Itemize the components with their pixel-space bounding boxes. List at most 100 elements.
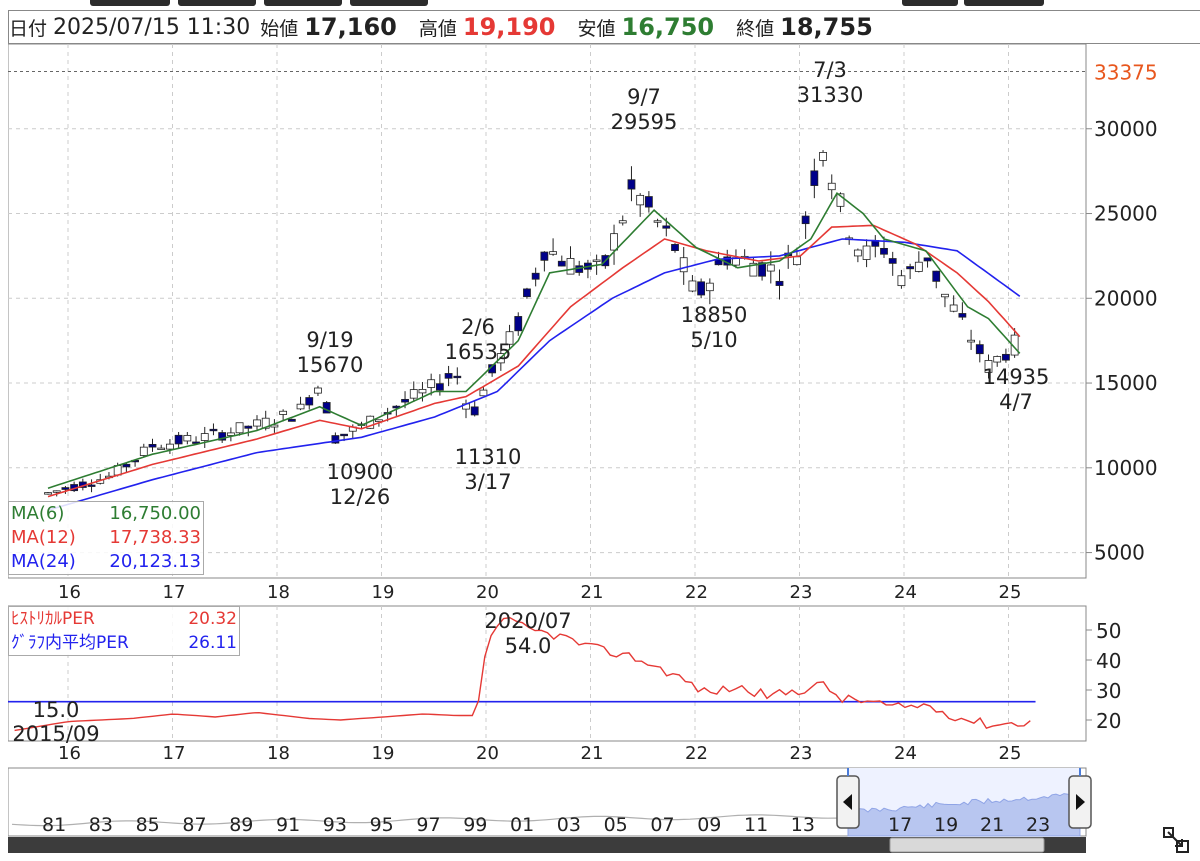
candle-body: [993, 356, 1002, 363]
navigator-year-label: 21: [980, 814, 1004, 836]
candle-body: [61, 487, 70, 490]
expand-icon[interactable]: [1162, 826, 1190, 854]
price-annotation-value: 18850: [681, 303, 748, 327]
price-x-tick-label: 19: [372, 582, 395, 603]
candle-body: [932, 270, 941, 282]
per-y-tick-label: 50: [1096, 619, 1121, 643]
candle-body: [618, 220, 627, 224]
ma6-legend-row: MA(6) 16,750.00: [11, 502, 201, 526]
price-annotation-date: 12/26: [330, 485, 391, 509]
price-annotation-date: 2/6: [461, 315, 495, 339]
navigator-year-label: 91: [276, 814, 300, 836]
candle-body: [540, 251, 549, 261]
tab-stub[interactable]: [178, 0, 256, 6]
candle-body: [836, 193, 845, 207]
candle-body: [853, 249, 862, 257]
navigator-left-handle[interactable]: [836, 768, 860, 829]
candle-body: [636, 194, 645, 206]
high-value: 19,190: [462, 13, 556, 41]
top-tab-strip: [0, 0, 1200, 10]
candle-body: [157, 447, 166, 450]
navigator-year-label: 95: [370, 814, 394, 836]
candle-body: [810, 170, 819, 186]
date-value: 2025/07/15 11:30: [53, 14, 251, 40]
price-annotation-value: 15670: [297, 353, 364, 377]
price-annotation-value: 11310: [455, 445, 522, 469]
navigator-year-label: 13: [791, 814, 815, 836]
ma12-legend-row: MA(12) 17,738.33: [11, 526, 201, 550]
candle-body: [279, 410, 288, 415]
triangle-right-icon: [1076, 794, 1085, 810]
candle-body: [261, 417, 270, 429]
tab-stub[interactable]: [350, 0, 428, 6]
price-panel-frame: [8, 44, 1087, 579]
low-value: 16,750: [621, 13, 715, 41]
price-annotation-value: 29595: [611, 110, 678, 134]
candle-body: [122, 463, 131, 468]
candle-body: [662, 225, 671, 229]
candle-body: [984, 360, 993, 373]
price-annotation-value: 10900: [327, 460, 394, 484]
candle-body: [941, 293, 949, 298]
navigator-price-area: [847, 792, 1081, 837]
price-annotation-date: 9/19: [306, 328, 353, 352]
scrollbar-thumb[interactable]: [889, 837, 1045, 853]
candle-body: [949, 304, 958, 312]
price-header: 日付 2025/07/15 11:30 始値 17,160 高値 19,190 …: [8, 10, 1200, 44]
candle-body: [375, 419, 383, 423]
per-legend-row: ﾋｽﾄﾘｶﾙPER 20.32: [11, 607, 237, 631]
navigator-right-handle[interactable]: [1068, 768, 1092, 829]
candle-body: [166, 443, 174, 450]
price-y-tick-label: 15000: [1094, 371, 1158, 395]
candle-body: [967, 339, 975, 343]
chart-area: 16 17 18 19 20 21 22 23 24 25 5000 10000 15000 20000 2…: [8, 44, 1200, 854]
candle-body: [705, 282, 714, 292]
candle-body: [139, 446, 148, 456]
price-x-tick-label: 22: [685, 582, 708, 603]
candle-body: [44, 492, 52, 495]
candle-body: [253, 419, 261, 427]
price-y-tick-label: 20000: [1094, 286, 1158, 310]
candle-body: [183, 435, 192, 442]
stock-chart-svg[interactable]: 16 17 18 19 20 21 22 23 24 25 5000 10000 15000 20000 2…: [8, 44, 1200, 854]
candle-body: [923, 257, 932, 262]
per-x-tick-label: 24: [894, 743, 917, 764]
per-x-tick-label: 25: [999, 743, 1022, 764]
price-y-tick-label: 25000: [1094, 202, 1158, 226]
scrollbar-track: [8, 837, 1086, 853]
candle-body: [174, 434, 183, 445]
per-avg-legend-value: 26.11: [188, 633, 237, 653]
date-label: 日付: [9, 17, 48, 40]
candle-body: [914, 261, 923, 272]
per-x-tick-label: 16: [58, 743, 81, 764]
navigator-year-label: 93: [323, 814, 347, 836]
candle-body: [566, 258, 575, 275]
per-annotation-value: 15.0: [33, 698, 80, 722]
ma12-legend-value: 17,738.33: [109, 527, 201, 548]
per-x-tick-label: 20: [476, 743, 499, 764]
candle-body: [697, 281, 706, 296]
candle-body: [235, 422, 244, 434]
ma24-legend-name: MA(24): [11, 551, 76, 572]
ma6-line: [47, 192, 1021, 489]
price-annotation-value: 16535: [445, 340, 512, 364]
tab-stub[interactable]: [902, 0, 958, 6]
candle-body: [305, 397, 314, 406]
price-y-tick-label: 5000: [1094, 541, 1145, 565]
navigator-year-label: 01: [510, 814, 534, 836]
tab-stub[interactable]: [264, 0, 342, 6]
candle-body: [226, 432, 235, 436]
per-avg-legend-row: ｸﾞﾗﾌ内平均PER 26.11: [11, 631, 237, 655]
candle-body: [192, 441, 200, 444]
per-legend-value: 20.32: [188, 609, 237, 629]
tab-stub[interactable]: [90, 0, 170, 6]
tab-stub[interactable]: [964, 0, 1044, 6]
price-x-tick-label: 20: [476, 582, 499, 603]
price-y-tick-label: 30000: [1094, 117, 1158, 141]
price-x-tick-label: 18: [267, 582, 290, 603]
per-y-tick-label: 30: [1096, 679, 1121, 703]
per-y-tick-label: 20: [1096, 709, 1121, 733]
candle-body: [470, 406, 479, 416]
candle-body: [958, 313, 967, 318]
ma6-legend-value: 16,750.00: [109, 503, 201, 524]
